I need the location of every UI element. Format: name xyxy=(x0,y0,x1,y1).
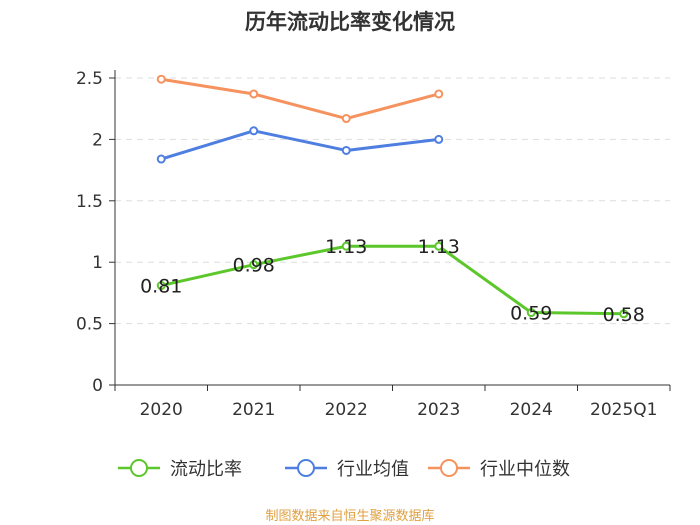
legend-marker xyxy=(297,459,315,477)
data-label: 1.13 xyxy=(418,236,460,258)
y-tick-label: 1.5 xyxy=(76,192,103,212)
data-point xyxy=(619,309,629,319)
source-note: 制图数据来自恒生聚源数据库 xyxy=(265,509,435,524)
legend-label: 行业均值 xyxy=(337,459,409,480)
data-point xyxy=(341,241,351,251)
data-label: 0.59 xyxy=(510,303,552,325)
x-tick-label: 2020 xyxy=(140,400,183,420)
x-tick-label: 2022 xyxy=(325,400,368,420)
data-point xyxy=(434,89,444,99)
data-point xyxy=(249,260,259,270)
x-tick-label: 2024 xyxy=(510,400,553,420)
legend-marker xyxy=(130,459,148,477)
legend-marker xyxy=(440,459,458,477)
x-tick-label: 2025Q1 xyxy=(590,400,657,420)
series-line-0 xyxy=(160,244,624,316)
y-tick-label: 1 xyxy=(92,253,103,273)
data-point xyxy=(341,114,351,124)
legend: 流动比率 行业均值 行业中位数 xyxy=(118,459,570,480)
axes: 0 0.5 1 1.5 2 2.5 2020 2021 2022 2023 2024 2025Q1 xyxy=(76,69,671,420)
y-tick-label: 2.5 xyxy=(76,69,103,89)
grid-lines xyxy=(115,77,670,325)
data-point xyxy=(434,134,444,144)
data-point xyxy=(249,126,259,136)
x-tick-label: 2021 xyxy=(232,400,275,420)
y-tick-label: 2 xyxy=(92,130,103,150)
y-tick-label: 0.5 xyxy=(76,315,103,335)
y-tick-label: 0 xyxy=(92,376,103,396)
series-line-1 xyxy=(160,129,439,161)
data-point xyxy=(156,154,166,164)
data-point xyxy=(249,89,259,99)
data-point xyxy=(156,281,166,291)
data-point xyxy=(156,74,166,84)
legend-label: 行业中位数 xyxy=(480,459,570,480)
data-label: 0.81 xyxy=(140,276,182,298)
series xyxy=(156,74,629,319)
data-labels: 0.81 0.98 1.13 1.13 0.59 0.58 xyxy=(140,236,645,326)
data-point xyxy=(341,145,351,155)
data-label: 0.98 xyxy=(233,255,275,277)
data-label: 0.58 xyxy=(603,304,645,326)
x-tick-label: 2023 xyxy=(417,400,460,420)
data-label: 1.13 xyxy=(325,236,367,258)
legend-label: 流动比率 xyxy=(170,459,242,480)
series-line-2 xyxy=(161,77,440,121)
chart-title: 历年流动比率变化情况 xyxy=(245,10,455,34)
data-point xyxy=(434,241,444,251)
data-point xyxy=(526,308,536,318)
